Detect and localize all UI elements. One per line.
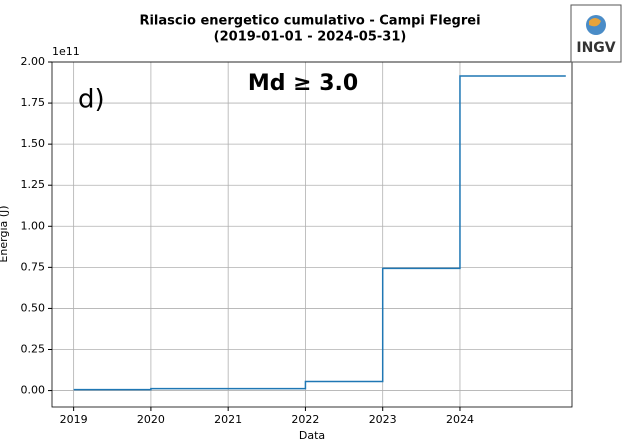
y-tick-label: 1.25 xyxy=(21,178,46,191)
magnitude-label: Md ≥ 3.0 xyxy=(248,71,358,96)
data-line xyxy=(73,75,566,391)
logo: INGV xyxy=(570,4,622,63)
panel-label: d) xyxy=(78,85,105,115)
chart-title: Rilascio energetico cumulativo - Campi F… xyxy=(139,14,480,29)
logo-text: INGV xyxy=(576,40,615,56)
x-tick-label: 2022 xyxy=(291,413,319,426)
x-tick-label: 2020 xyxy=(137,413,165,426)
y-tick-label: 0.25 xyxy=(21,343,46,356)
y-tick-label: 1.75 xyxy=(21,96,46,109)
plot-area: 0.00 0.25 0.50 0.75 1.00 1.25 1.50 1.75 2.00 2019… xyxy=(21,55,573,426)
y-tick-label: 1.50 xyxy=(21,137,46,150)
y-tick-label: 1.00 xyxy=(21,219,46,232)
y-offset-label: 1e11 xyxy=(52,45,80,58)
x-tick-label: 2023 xyxy=(369,413,397,426)
y-tick-label: 2.00 xyxy=(21,55,46,68)
x-axis-label: Data xyxy=(299,429,325,442)
y-tick-label: 0.75 xyxy=(21,260,46,273)
x-tick-label: 2021 xyxy=(214,413,242,426)
x-tick-label: 2019 xyxy=(60,413,88,426)
y-tick-label: 0.50 xyxy=(21,301,46,314)
chart-subtitle: (2019-01-01 - 2024-05-31) xyxy=(214,30,407,45)
y-tick-label: 0.00 xyxy=(21,384,46,397)
y-axis-label: Energia (J) xyxy=(0,205,10,262)
x-tick-label: 2024 xyxy=(446,413,474,426)
logo-land xyxy=(589,18,601,27)
axes-frame xyxy=(51,61,573,408)
